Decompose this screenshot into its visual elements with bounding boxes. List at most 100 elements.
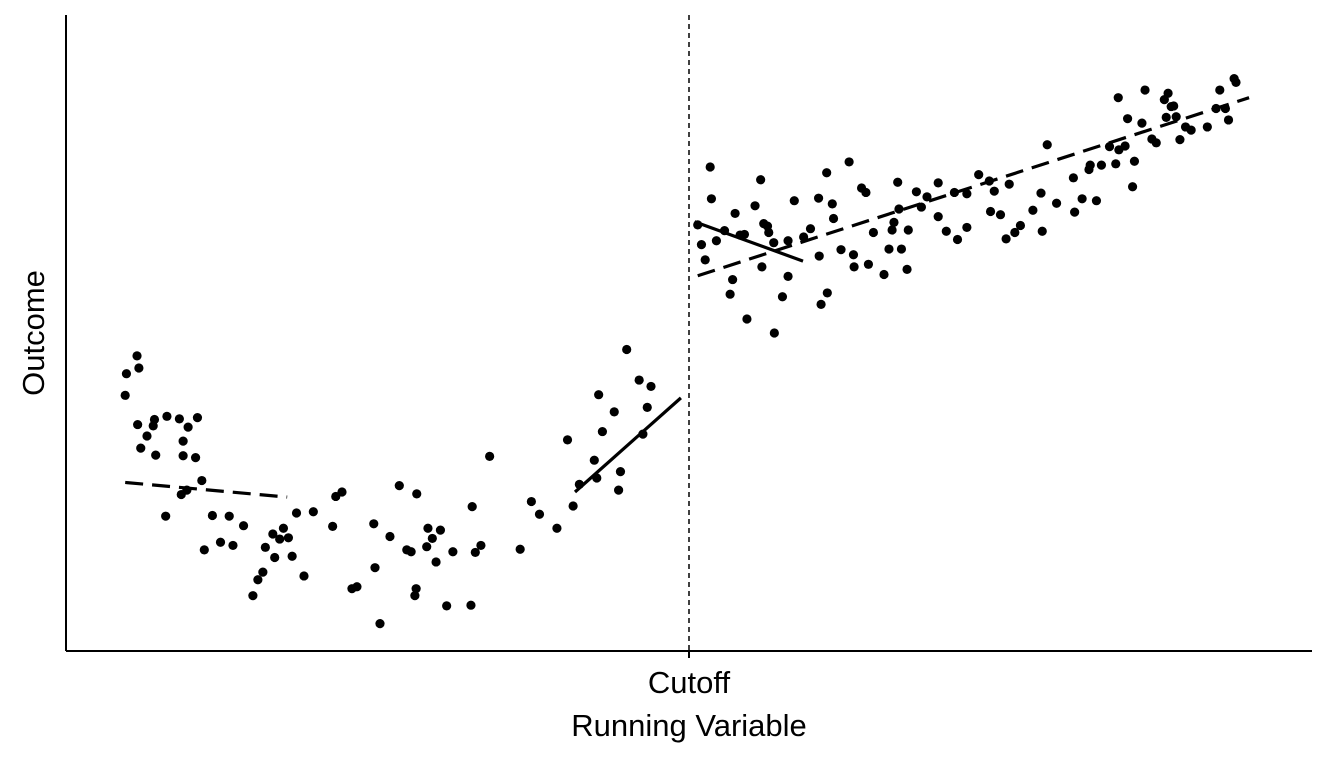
data-point [848, 250, 859, 260]
data-point [805, 224, 816, 234]
data-point [594, 390, 604, 400]
data-point [868, 227, 879, 238]
data-point [1036, 188, 1046, 198]
data-point [725, 289, 735, 299]
data-point [887, 225, 897, 235]
data-point [467, 502, 477, 512]
data-point [1129, 156, 1140, 166]
data-point [700, 255, 710, 265]
data-point [142, 431, 152, 441]
data-point [485, 451, 495, 461]
data-point [622, 344, 632, 355]
data-point [253, 575, 263, 585]
data-point [1068, 173, 1078, 183]
data-point [1202, 122, 1212, 132]
data-point [642, 402, 652, 413]
data-point [764, 227, 774, 238]
data-point [861, 187, 871, 198]
data-point [592, 473, 602, 483]
data-point [207, 510, 218, 521]
data-point [756, 175, 766, 185]
data-point [896, 244, 907, 254]
data-point [534, 509, 545, 519]
data-point [328, 521, 338, 531]
data-point [1104, 142, 1115, 152]
data-point [1028, 205, 1038, 215]
data-point [822, 168, 832, 178]
data-point [308, 507, 318, 517]
data-point [431, 557, 441, 567]
data-point [258, 567, 268, 577]
data-point [814, 251, 824, 261]
data-point [190, 453, 201, 463]
data-point [375, 619, 385, 629]
data-point [149, 414, 160, 425]
data-point [828, 213, 839, 224]
fit-lines [125, 96, 1250, 499]
data-point [568, 501, 578, 511]
data-point [941, 226, 951, 236]
data-point [352, 582, 362, 592]
data-point [215, 537, 226, 547]
data-point [789, 196, 799, 206]
data-point [1223, 115, 1234, 125]
data-point [1077, 194, 1087, 204]
data-point [192, 412, 203, 423]
data-point [638, 429, 648, 439]
data-point [705, 162, 715, 172]
data-point [1004, 179, 1014, 189]
x-axis-title: Running Variable [571, 708, 807, 743]
data-point [228, 540, 238, 551]
data-point [238, 521, 249, 531]
data-point [133, 419, 143, 430]
data-point [270, 552, 280, 563]
data-point [411, 584, 421, 594]
data-point [1042, 140, 1052, 150]
data-point [394, 481, 404, 491]
data-point [369, 519, 379, 529]
data-point [1091, 196, 1102, 206]
data-point [949, 187, 959, 198]
data-point [728, 274, 738, 285]
data-point [1122, 114, 1133, 124]
data-point [894, 204, 904, 214]
fit-line-right-solid [694, 220, 804, 263]
fit-line-right-dashed [697, 96, 1250, 278]
data-point [248, 591, 258, 601]
data-point [646, 381, 656, 392]
data-point [1169, 101, 1179, 111]
data-point [902, 264, 912, 274]
data-point [151, 450, 161, 460]
data-point [1140, 85, 1150, 95]
data-point [466, 600, 476, 610]
data-point [893, 177, 903, 187]
data-point [1186, 125, 1196, 135]
data-point [515, 544, 525, 554]
data-point [984, 176, 994, 186]
data-point [827, 199, 837, 209]
data-point [813, 193, 824, 203]
data-point [1111, 159, 1121, 169]
data-point [435, 525, 446, 535]
data-point [552, 523, 562, 533]
data-point [916, 202, 926, 212]
data-point [1015, 220, 1026, 231]
data-point [174, 414, 184, 424]
data-point [120, 390, 130, 400]
data-point [799, 232, 809, 242]
data-point [1215, 85, 1225, 95]
data-point [1161, 112, 1171, 122]
data-point [995, 210, 1006, 220]
data-point [410, 591, 420, 601]
data-point [962, 189, 972, 199]
data-point [962, 222, 972, 233]
data-point [879, 269, 889, 280]
data-point [370, 563, 380, 573]
data-point [121, 369, 132, 379]
data-point [730, 208, 740, 219]
data-point [777, 292, 788, 302]
data-point [423, 523, 433, 533]
data-point [769, 328, 779, 338]
data-point [199, 545, 209, 555]
